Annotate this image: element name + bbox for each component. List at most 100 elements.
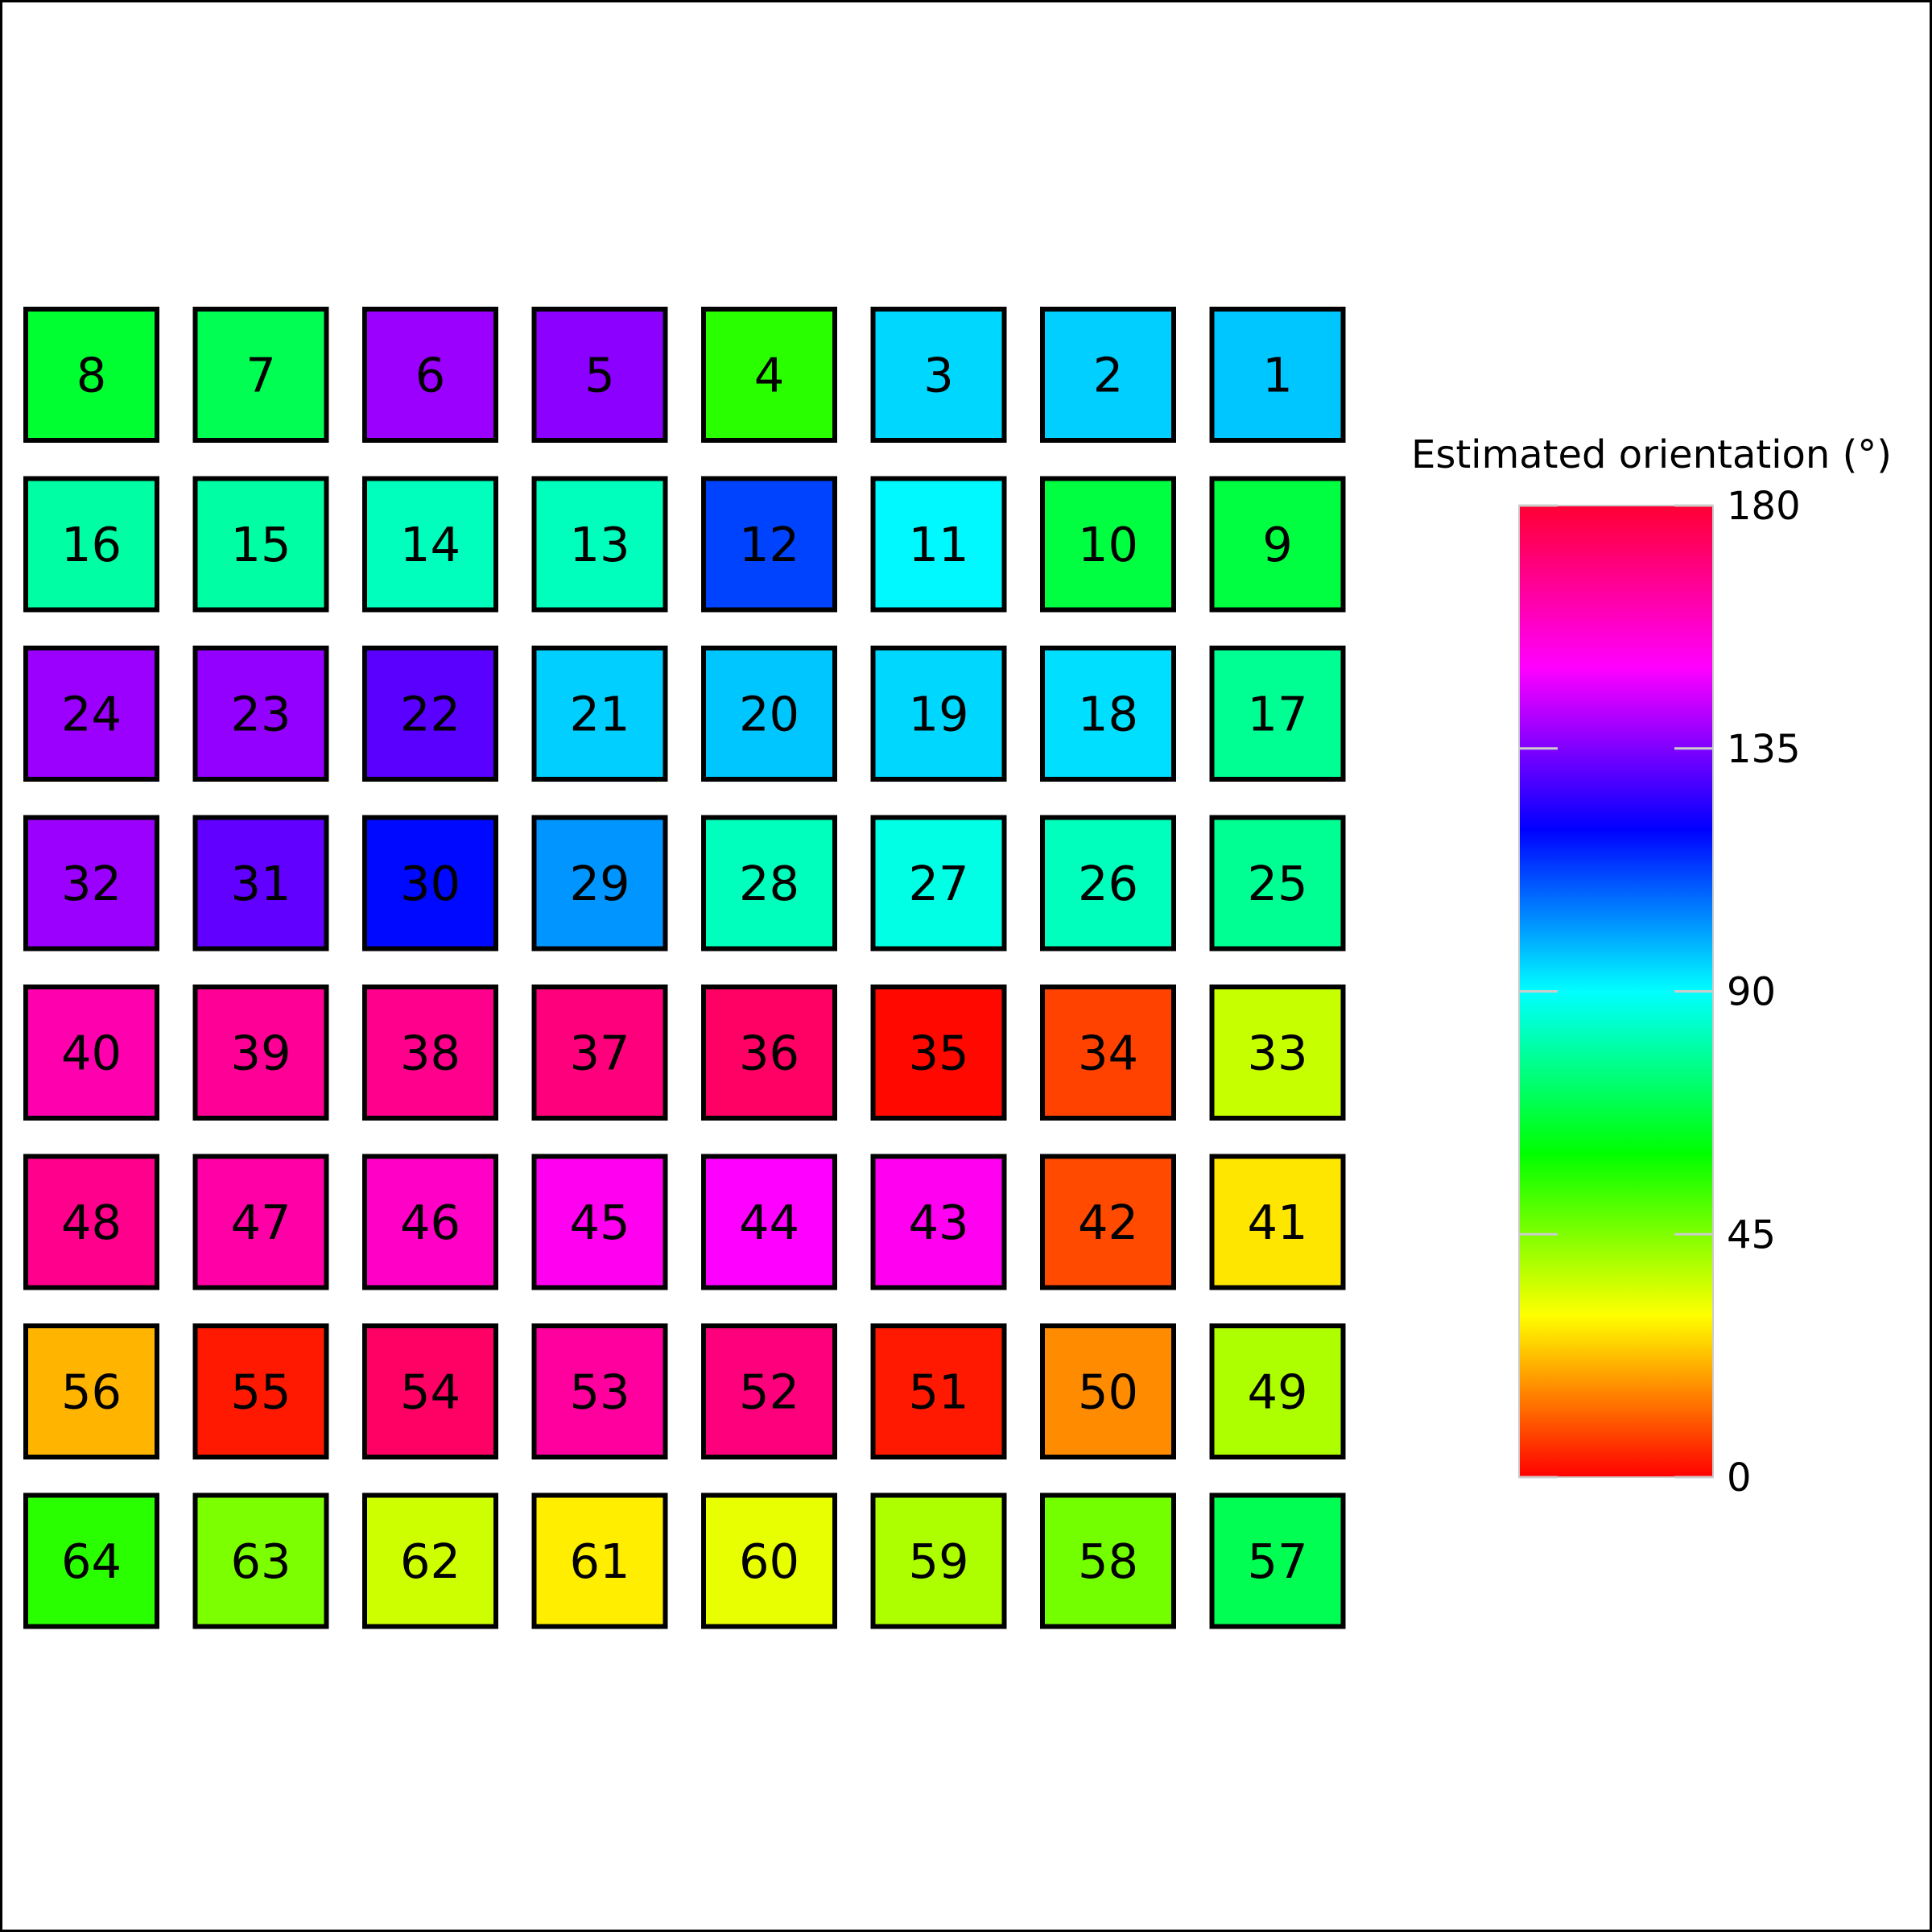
cell-square: [531, 476, 668, 613]
cell-label: 58: [1078, 1534, 1138, 1589]
cell-label: 7: [246, 348, 276, 403]
heatmap-cell-49: 49: [1209, 1323, 1346, 1459]
heatmap-cell-30: 30: [362, 815, 498, 952]
heatmap-cell-61: 61: [531, 1492, 668, 1629]
cell-square: [1209, 646, 1346, 782]
cell-square: [701, 1492, 837, 1629]
heatmap-cell-23: 23: [192, 646, 329, 782]
cell-square: [362, 815, 498, 952]
cell-square: [1040, 646, 1176, 782]
cell-label: 34: [1078, 1026, 1138, 1081]
cell-label: 39: [230, 1026, 291, 1081]
cell-square: [701, 646, 837, 782]
cell-label: 36: [739, 1026, 799, 1081]
cell-square: [23, 815, 159, 952]
cell-square: [23, 307, 159, 443]
cell-label: 9: [1262, 517, 1293, 572]
cell-label: 20: [739, 687, 799, 742]
heatmap-cell-29: 29: [531, 815, 668, 952]
cell-square: [192, 1492, 329, 1629]
cell-square: [1209, 307, 1346, 443]
heatmap-cell-58: 58: [1040, 1492, 1176, 1629]
heatmap-cell-35: 35: [870, 985, 1007, 1121]
cell-label: 64: [61, 1534, 122, 1589]
cell-label: 26: [1078, 856, 1138, 911]
cell-square: [701, 476, 837, 613]
cell-label: 10: [1078, 517, 1138, 572]
cell-label: 55: [230, 1364, 291, 1420]
cell-square: [362, 1154, 498, 1290]
cell-label: 6: [415, 348, 446, 403]
cell-label: 27: [908, 856, 968, 911]
heatmap-cell-39: 39: [192, 985, 329, 1121]
heatmap-cell-11: 11: [870, 476, 1007, 613]
colorbar-tick-label-90: 90: [1727, 970, 1776, 1015]
cell-square: [870, 646, 1007, 782]
cell-label: 54: [400, 1364, 460, 1420]
cell-label: 41: [1247, 1195, 1307, 1250]
heatmap-cell-17: 17: [1209, 646, 1346, 782]
cell-label: 45: [569, 1195, 630, 1250]
heatmap-cell-4: 4: [701, 307, 837, 443]
heatmap-cell-54: 54: [362, 1323, 498, 1459]
heatmap-cell-13: 13: [531, 476, 668, 613]
cell-label: 49: [1247, 1364, 1307, 1420]
heatmap-cell-41: 41: [1209, 1154, 1346, 1290]
cell-label: 14: [400, 517, 460, 572]
heatmap-cell-16: 16: [23, 476, 159, 613]
heatmap-cell-50: 50: [1040, 1323, 1176, 1459]
heatmap-cell-46: 46: [362, 1154, 498, 1290]
cell-label: 2: [1093, 348, 1124, 403]
cell-label: 31: [230, 856, 291, 911]
heatmap-cell-15: 15: [192, 476, 329, 613]
cell-square: [1040, 476, 1176, 613]
colorbar-tick-label-0: 0: [1727, 1455, 1752, 1501]
heatmap-cell-21: 21: [531, 646, 668, 782]
cell-square: [23, 646, 159, 782]
cell-square: [362, 985, 498, 1121]
cell-square: [192, 815, 329, 952]
cell-square: [1040, 1154, 1176, 1290]
cell-square: [870, 476, 1007, 613]
cell-square: [192, 1154, 329, 1290]
heatmap-cell-34: 34: [1040, 985, 1176, 1121]
cell-label: 57: [1247, 1534, 1307, 1589]
cell-label: 63: [230, 1534, 291, 1589]
heatmap-cell-45: 45: [531, 1154, 668, 1290]
cell-label: 56: [61, 1364, 122, 1420]
heatmap-cell-40: 40: [23, 985, 159, 1121]
cell-label: 5: [584, 348, 615, 403]
cell-square: [192, 646, 329, 782]
cell-label: 19: [908, 687, 968, 742]
cell-label: 40: [61, 1026, 122, 1081]
cell-label: 46: [400, 1195, 460, 1250]
cell-label: 52: [739, 1364, 799, 1420]
cell-square: [701, 985, 837, 1121]
colorbar-title: Estimated orientation (°): [1411, 432, 1892, 477]
heatmap-cell-1: 1: [1209, 307, 1346, 443]
heatmap-cell-33: 33: [1209, 985, 1346, 1121]
cell-square: [870, 1323, 1007, 1459]
heatmap-cell-42: 42: [1040, 1154, 1176, 1290]
cell-square: [1040, 1492, 1176, 1629]
cell-label: 24: [61, 687, 122, 742]
heatmap-cell-8: 8: [23, 307, 159, 443]
heatmap-cell-60: 60: [701, 1492, 837, 1629]
heatmap-cell-20: 20: [701, 646, 837, 782]
heatmap-cell-27: 27: [870, 815, 1007, 952]
cell-square: [23, 1492, 159, 1629]
heatmap-cell-5: 5: [531, 307, 668, 443]
cell-square: [192, 985, 329, 1121]
cell-square: [531, 985, 668, 1121]
cell-label: 1: [1262, 348, 1293, 403]
cell-square: [531, 646, 668, 782]
cell-label: 59: [908, 1534, 968, 1589]
cell-square: [870, 1154, 1007, 1290]
heatmap-cell-52: 52: [701, 1323, 837, 1459]
cell-label: 4: [754, 348, 785, 403]
heatmap-cell-36: 36: [701, 985, 837, 1121]
cell-square: [701, 1323, 837, 1459]
heatmap-cell-63: 63: [192, 1492, 329, 1629]
cell-square: [870, 815, 1007, 952]
